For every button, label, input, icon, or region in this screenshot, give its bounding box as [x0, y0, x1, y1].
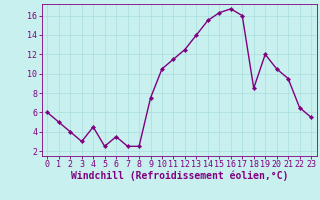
X-axis label: Windchill (Refroidissement éolien,°C): Windchill (Refroidissement éolien,°C) [70, 171, 288, 181]
